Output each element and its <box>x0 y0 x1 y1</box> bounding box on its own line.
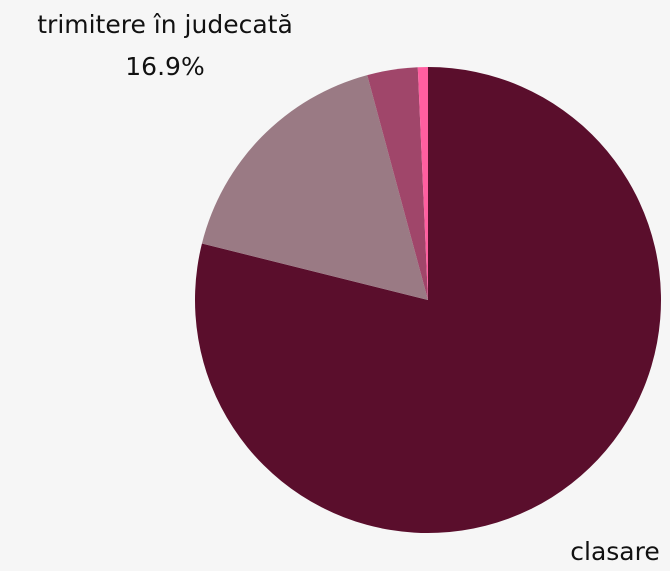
slice-label: trimitere în judecată <box>37 10 293 39</box>
pie-slice <box>417 67 428 300</box>
slice-value-label: 78.9% <box>575 569 654 571</box>
pie-slice <box>201 75 428 301</box>
pie-slice <box>194 67 661 534</box>
pie-slice <box>367 67 428 300</box>
slice-label: clasare <box>570 537 659 566</box>
slice-value-label: 16.9% <box>125 52 204 81</box>
